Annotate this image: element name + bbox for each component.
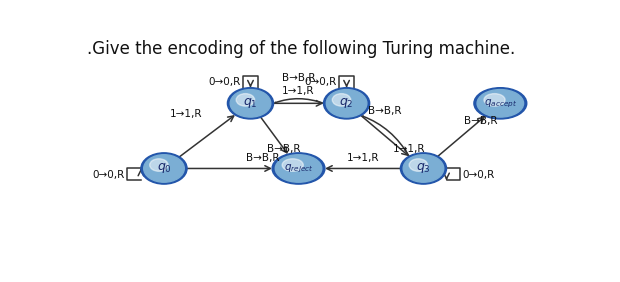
Ellipse shape — [477, 90, 524, 117]
Ellipse shape — [230, 90, 271, 117]
Text: 1→1,R: 1→1,R — [347, 153, 379, 163]
Ellipse shape — [236, 94, 255, 106]
Text: B→B,R: B→B,R — [368, 106, 402, 116]
Ellipse shape — [275, 155, 322, 182]
Ellipse shape — [403, 155, 444, 182]
Ellipse shape — [474, 88, 527, 119]
Ellipse shape — [326, 90, 367, 117]
Ellipse shape — [144, 155, 184, 182]
Text: $q_0$: $q_0$ — [156, 162, 172, 175]
Text: 0→0,R: 0→0,R — [92, 169, 125, 180]
Ellipse shape — [282, 159, 303, 171]
Ellipse shape — [401, 153, 446, 184]
Ellipse shape — [324, 88, 370, 119]
Text: 0→0,R: 0→0,R — [304, 77, 337, 87]
Text: $q_2$: $q_2$ — [339, 96, 354, 110]
Ellipse shape — [228, 88, 273, 119]
Ellipse shape — [272, 153, 325, 184]
FancyArrowPatch shape — [275, 99, 324, 103]
Text: $q_{accept}$: $q_{accept}$ — [484, 97, 517, 109]
Text: 0→0,R: 0→0,R — [463, 169, 495, 180]
Text: $q_1$: $q_1$ — [243, 96, 258, 110]
Text: 1→1,R: 1→1,R — [282, 86, 315, 96]
Text: 1→1,R: 1→1,R — [169, 109, 202, 119]
Ellipse shape — [484, 94, 505, 106]
Text: B→B,R: B→B,R — [464, 116, 497, 126]
FancyArrowPatch shape — [363, 116, 409, 156]
Text: B→B,R: B→B,R — [281, 74, 316, 83]
Ellipse shape — [149, 159, 168, 171]
Text: 1→1,R: 1→1,R — [393, 144, 425, 154]
Text: 0→0,R: 0→0,R — [208, 77, 241, 87]
Ellipse shape — [409, 159, 428, 171]
Text: $q_3$: $q_3$ — [416, 162, 431, 175]
Ellipse shape — [332, 94, 351, 106]
Ellipse shape — [141, 153, 187, 184]
Text: B→B,R: B→B,R — [247, 153, 280, 163]
Text: $q_{reject}$: $q_{reject}$ — [284, 162, 313, 175]
Text: B→B,R: B→B,R — [267, 144, 301, 154]
Text: .Give the encoding of the following Turing machine.: .Give the encoding of the following Turi… — [87, 40, 515, 58]
